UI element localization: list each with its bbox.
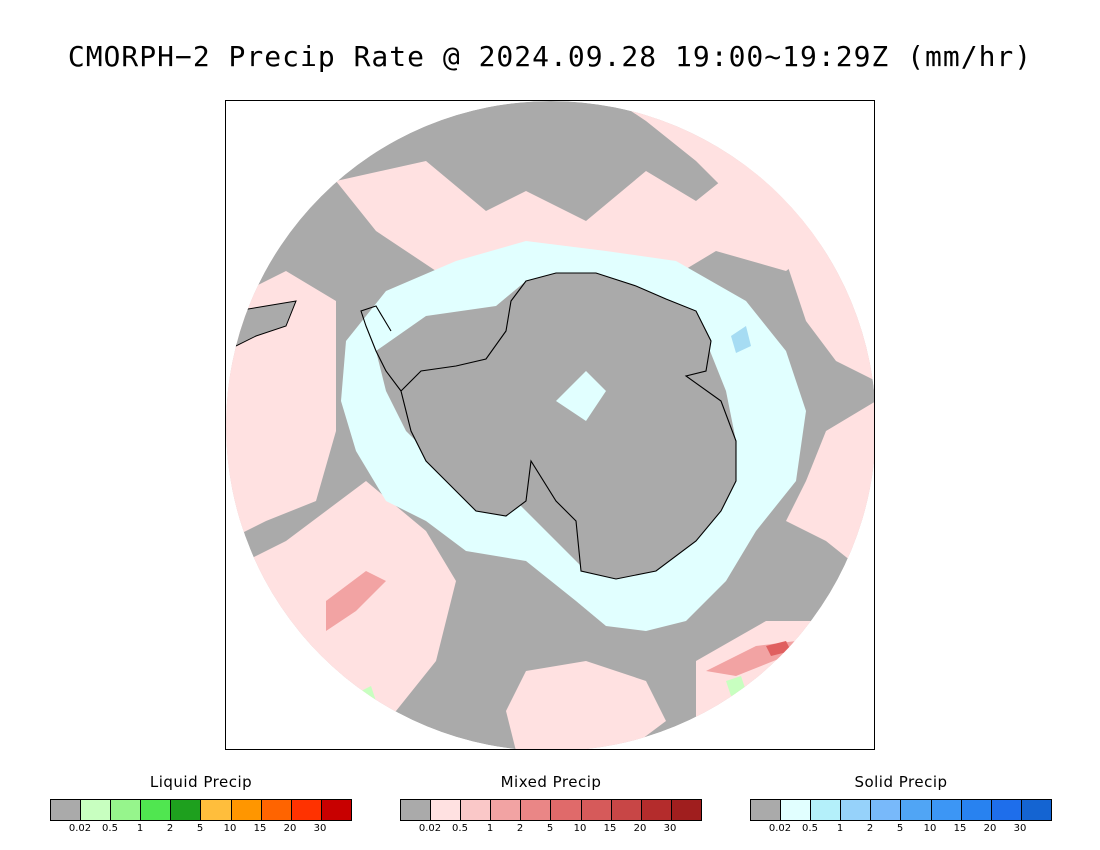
mixed-precip-region-east [786,401,874,581]
color-swatch [931,800,962,820]
color-swatch [291,800,322,820]
color-swatch [81,800,112,820]
legend-liquid-precip: Liquid Precip 0.02 0.5 1 2 5 10 15 20 30 [50,772,352,837]
color-swatch [1021,800,1051,820]
chart-title: CMORPH−2 Precip Rate @ 2024.09.28 19:00~… [67,40,1033,73]
color-swatch [811,800,842,820]
color-swatch [551,800,582,820]
mixed-precip-region-north [336,161,826,281]
tick-label: 15 [603,823,617,834]
tick-labels: 0.02 0.5 1 2 5 10 15 20 30 [750,823,1052,837]
south-america-tip-coastline [235,300,297,347]
tick-label: 1 [136,823,144,834]
tick-label: 0.02 [768,823,792,834]
color-swatch [111,800,142,820]
color-swatch [231,800,262,820]
legend-solid-precip: Solid Precip 0.02 0.5 1 2 5 10 15 20 30 [750,772,1052,837]
tick-label: 20 [633,823,647,834]
tick-labels: 0.02 0.5 1 2 5 10 15 20 30 [400,823,702,837]
tick-label: 20 [283,823,297,834]
tick-label: 2 [516,823,524,834]
color-swatch [671,800,701,820]
mixed-precip-region-west [226,271,336,541]
color-bar [50,799,352,821]
color-swatch [201,800,232,820]
map-disk [226,101,874,749]
solid-precip-moderate-patch [731,326,751,353]
tick-label: 5 [546,823,554,834]
color-swatch [581,800,612,820]
color-swatch [641,800,672,820]
tick-label: 0.5 [802,823,818,834]
tick-label: 5 [896,823,904,834]
tick-label: 2 [166,823,174,834]
color-swatch [991,800,1022,820]
color-swatch [751,800,782,820]
tick-label: 10 [923,823,937,834]
color-swatch [961,800,992,820]
tick-label: 30 [1013,823,1027,834]
color-swatch [51,800,82,820]
tick-label: 20 [983,823,997,834]
color-swatch [171,800,202,820]
tick-label: 10 [573,823,587,834]
color-swatch [401,800,432,820]
legend-title: Liquid Precip [149,773,253,791]
color-swatch [841,800,872,820]
legend-title: Solid Precip [854,773,948,791]
solid-precip-streak-on-ice [556,371,606,421]
legend-mixed-precip: Mixed Precip 0.02 0.5 1 2 5 10 15 20 30 [400,772,702,837]
color-swatch [781,800,812,820]
tick-label: 10 [223,823,237,834]
tick-labels: 0.02 0.5 1 2 5 10 15 20 30 [50,823,352,837]
color-swatch [461,800,492,820]
color-bar [750,799,1052,821]
color-swatch [431,800,462,820]
color-swatch [901,800,932,820]
antarctic-peninsula [360,305,402,392]
color-swatch [871,800,902,820]
tick-label: 1 [836,823,844,834]
mixed-precip-region-south [506,661,666,749]
tick-label: 0.5 [102,823,118,834]
antarctica-ice-sheet [400,272,737,580]
color-bar [400,799,702,821]
color-swatch [491,800,522,820]
tick-label: 0.02 [418,823,442,834]
color-swatch [261,800,292,820]
legend-title: Mixed Precip [500,773,602,791]
color-swatch [611,800,642,820]
tick-label: 0.5 [452,823,468,834]
color-swatch [321,800,351,820]
tick-label: 30 [313,823,327,834]
tick-label: 1 [486,823,494,834]
polar-precip-map [226,101,874,749]
tick-label: 0.02 [68,823,92,834]
color-swatch [521,800,552,820]
tick-label: 5 [196,823,204,834]
mixed-precip-moderate-patch [326,571,386,631]
map-frame [225,100,875,750]
tick-label: 15 [253,823,267,834]
tick-label: 2 [866,823,874,834]
tick-label: 15 [953,823,967,834]
color-swatch [141,800,172,820]
tick-label: 30 [663,823,677,834]
